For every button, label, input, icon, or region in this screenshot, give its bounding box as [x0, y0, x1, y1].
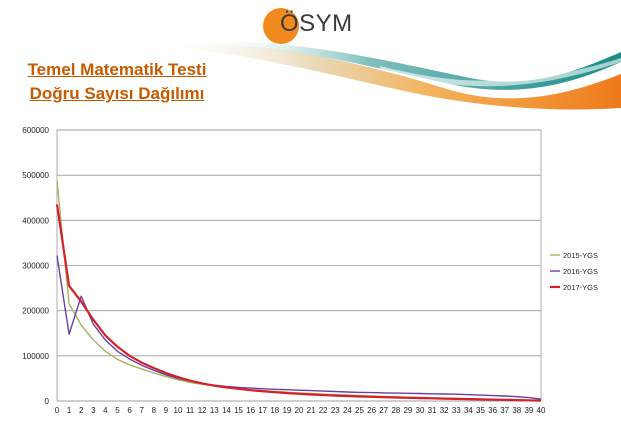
- x-tick-label: 17: [258, 406, 267, 415]
- x-tick-label: 35: [476, 406, 485, 415]
- x-tick-label: 8: [152, 406, 157, 415]
- x-tick-label: 29: [403, 406, 412, 415]
- y-tick-label: 600000: [22, 126, 49, 135]
- x-tick-label: 15: [234, 406, 243, 415]
- x-tick-label: 21: [307, 406, 316, 415]
- x-tick-label: 32: [440, 406, 449, 415]
- x-tick-label: 6: [127, 406, 132, 415]
- x-tick-label: 9: [164, 406, 169, 415]
- y-tick-label: 100000: [22, 352, 49, 361]
- series-line-2016-YGS: [56, 255, 542, 400]
- x-tick-label: 2: [79, 406, 84, 415]
- x-tick-label: 37: [500, 406, 509, 415]
- legend-label: 2017-YGS: [563, 283, 598, 292]
- x-tick-label: 16: [246, 406, 255, 415]
- x-tick-label: 5: [115, 406, 120, 415]
- x-tick-label: 24: [343, 406, 352, 415]
- x-tick-label: 39: [524, 406, 533, 415]
- header-wave-decoration: [150, 41, 621, 110]
- x-tick-label: 22: [319, 406, 328, 415]
- x-tick-label: 14: [222, 406, 231, 415]
- x-tick-label: 40: [537, 406, 546, 415]
- x-tick-label: 33: [452, 406, 461, 415]
- x-tick-label: 20: [295, 406, 304, 415]
- x-tick-label: 38: [512, 406, 521, 415]
- logo-text: ÖSYM: [280, 10, 353, 37]
- legend-label: 2016-YGS: [563, 267, 598, 276]
- x-tick-label: 34: [464, 406, 473, 415]
- x-tick-label: 10: [174, 406, 183, 415]
- x-tick-label: 26: [367, 406, 376, 415]
- y-tick-label: 400000: [22, 216, 49, 225]
- x-tick-label: 23: [331, 406, 340, 415]
- title-line-1: Temel Matematik Testi: [27, 60, 207, 79]
- x-tick-label: 18: [270, 406, 279, 415]
- x-tick-label: 7: [139, 406, 144, 415]
- x-tick-label: 11: [186, 406, 195, 415]
- x-tick-label: 27: [379, 406, 388, 415]
- y-tick-label: 300000: [22, 262, 49, 271]
- x-tick-label: 12: [198, 406, 207, 415]
- x-tick-label: 4: [103, 406, 108, 415]
- x-tick-label: 30: [416, 406, 425, 415]
- series-line-2015-YGS: [56, 180, 542, 402]
- slide-title: Temel Matematik Testi Doğru Sayısı Dağıl…: [2, 58, 232, 106]
- x-tick-label: 28: [391, 406, 400, 415]
- x-tick-label: 36: [488, 406, 497, 415]
- series-line-2017-YGS: [55, 204, 542, 402]
- y-tick-label: 200000: [22, 307, 49, 316]
- logo-circle: [263, 8, 299, 44]
- osym-logo: ÖSYM: [258, 4, 368, 44]
- x-tick-label: 31: [428, 406, 437, 415]
- y-tick-label: 500000: [22, 171, 49, 180]
- legend-label: 2015-YGS: [563, 251, 598, 260]
- x-tick-label: 1: [67, 406, 72, 415]
- x-tick-label: 13: [210, 406, 219, 415]
- x-tick-label: 3: [91, 406, 96, 415]
- x-tick-label: 25: [355, 406, 364, 415]
- x-tick-label: 0: [55, 406, 60, 415]
- y-tick-label: 0: [45, 397, 50, 406]
- x-tick-label: 19: [282, 406, 291, 415]
- title-line-2: Doğru Sayısı Dağılımı: [29, 84, 205, 103]
